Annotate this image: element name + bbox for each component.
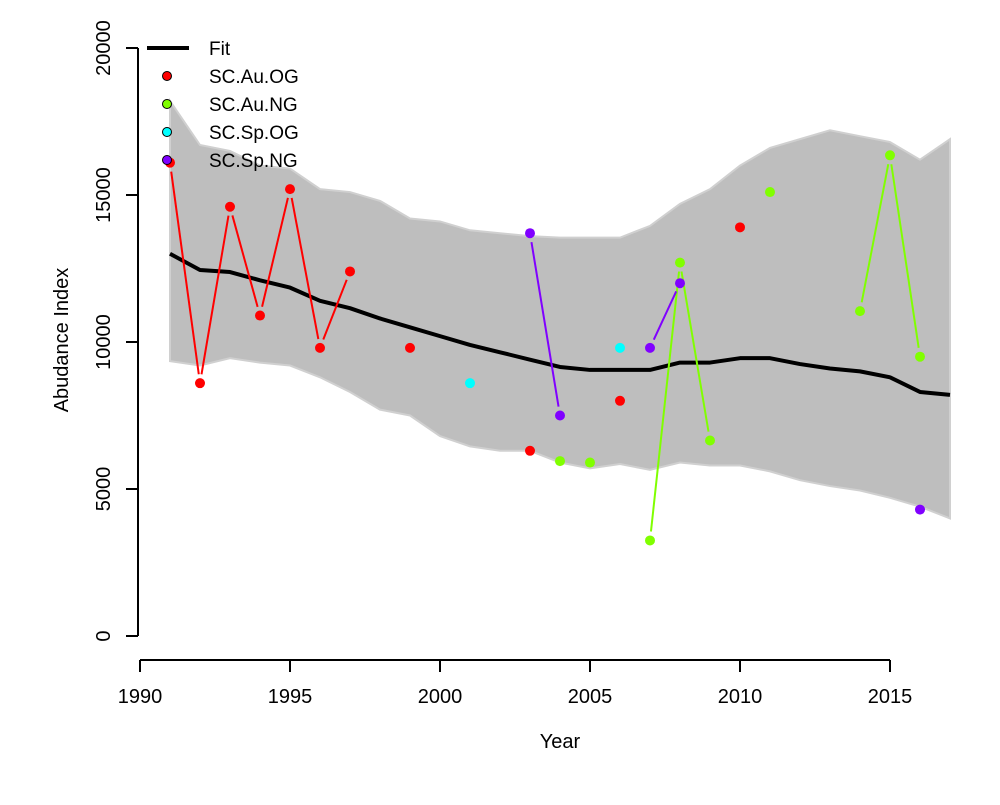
data-point-sc-au-og (345, 266, 355, 277)
x-tick-label: 2000 (418, 686, 463, 708)
y-tick-label: 20000 (93, 20, 115, 76)
data-point-sc-au-ng (915, 351, 925, 362)
data-point-sc-sp-ng (555, 410, 565, 421)
legend-label: SC.Sp.NG (209, 151, 298, 172)
series-segment-sc-sp-ng (652, 290, 678, 341)
series-segment-sc-au-og (231, 215, 259, 308)
series-segment-sc-au-og (261, 197, 289, 308)
x-tick-label: 2010 (718, 686, 763, 708)
data-point-sc-au-og (255, 310, 265, 321)
x-tick-label: 1990 (118, 686, 163, 708)
confidence-band (169, 97, 951, 520)
data-point-sc-sp-og (465, 378, 475, 389)
data-point-sc-au-og (525, 445, 535, 456)
x-axis-title: Year (540, 731, 581, 753)
fit-line (169, 252, 951, 397)
y-tick-label: 5000 (93, 467, 115, 512)
y-tick-label: 10000 (93, 314, 115, 370)
legend-swatch (162, 99, 172, 109)
data-point-sc-au-ng (705, 435, 715, 446)
series-segment-sc-au-ng (680, 271, 710, 432)
data-point-sc-au-og (315, 342, 325, 353)
y-axis-title: Abudance Index (51, 268, 73, 413)
data-point-sc-au-og (735, 222, 745, 233)
data-point-sc-au-og (195, 378, 205, 389)
series-segment-sc-sp-ng (530, 241, 560, 407)
series-segment-sc-au-ng (860, 163, 890, 303)
legend-swatch (162, 155, 172, 165)
data-point-sc-sp-ng (675, 278, 685, 289)
data-point-sc-au-ng (885, 150, 895, 161)
legend-swatch (162, 71, 172, 81)
data-point-sc-sp-og (615, 342, 625, 353)
axes-layer: 1990 1995 2000 2005 2010 2015 0 5000 10000 15000 2… (93, 20, 912, 708)
legend-label: SC.Au.OG (209, 67, 299, 88)
series-segment-sc-au-og (322, 279, 348, 340)
legend-label: Fit (209, 39, 231, 60)
x-tick-label: 2015 (868, 686, 913, 708)
series-segment-sc-au-og (200, 215, 230, 375)
data-point-sc-sp-ng (525, 228, 535, 239)
series-layer (165, 150, 925, 546)
data-point-sc-au-ng (675, 257, 685, 268)
series-segment-sc-au-og (290, 197, 320, 340)
confidence-band-layer (169, 97, 951, 520)
data-point-sc-au-ng (855, 306, 865, 317)
series-segment-sc-au-ng (890, 164, 920, 348)
y-tick-label: 0 (93, 630, 115, 641)
legend-label: SC.Au.NG (209, 95, 298, 116)
data-point-sc-au-ng (555, 456, 565, 467)
legend-swatch (162, 127, 172, 137)
data-point-sc-au-ng (765, 187, 775, 198)
y-tick-label: 15000 (93, 167, 115, 223)
data-point-sc-au-ng (585, 457, 595, 468)
data-point-sc-au-ng (645, 535, 655, 546)
x-tick-label: 2005 (568, 686, 613, 708)
fit-line-layer (169, 252, 951, 397)
series-segment-sc-au-og (170, 171, 200, 375)
legend: Fit SC.Au.OG SC.Au.NG SC.Sp.OG SC.Sp.NG (147, 39, 299, 172)
data-point-sc-sp-ng (645, 342, 655, 353)
x-tick-label: 1995 (268, 686, 313, 708)
data-point-sc-au-og (405, 342, 415, 353)
series-segment-sc-au-ng (649, 271, 681, 532)
data-point-sc-au-og (225, 201, 235, 212)
legend-label: SC.Sp.OG (209, 123, 299, 144)
data-point-sc-au-og (615, 395, 625, 406)
data-point-sc-au-og (285, 184, 295, 195)
data-point-sc-sp-ng (915, 504, 925, 515)
